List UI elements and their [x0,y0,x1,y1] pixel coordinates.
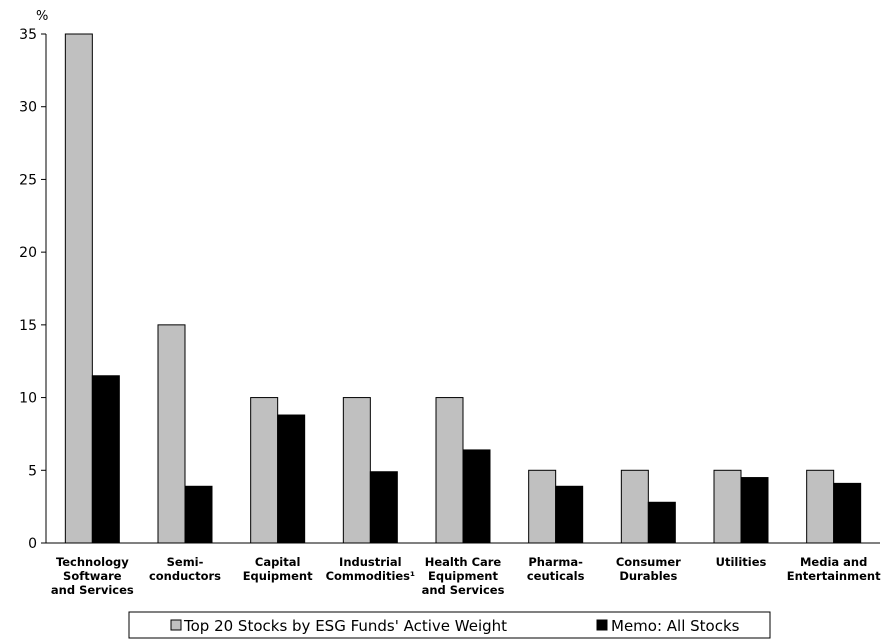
bars [64,33,862,544]
x-category-label: Technology Software and Services [51,555,134,597]
x-category-label: Media and Entertainment [787,555,881,583]
bar-all-stocks [555,485,584,544]
bar-top20 [342,397,371,544]
legend-box [128,611,771,639]
bar-top20 [157,324,186,544]
x-labels: Technology Software and Services Semi-condu… [51,555,881,597]
y-tick-label: 15 [19,318,37,334]
x-category-label: Utilities [716,555,767,569]
bar-all-stocks [184,485,213,544]
bar-all-stocks [740,477,769,544]
bar-top20 [64,33,93,544]
bar-top20 [806,469,835,544]
bar-all-stocks [277,414,306,544]
legend-swatch [596,619,608,631]
y-tick-label: 35 [19,27,37,43]
legend-label: Top 20 Stocks by ESG Funds' Active Weigh… [183,617,507,635]
legend: Top 20 Stocks by ESG Funds' Active Weigh… [128,611,771,639]
y-tick-label: 20 [19,245,37,261]
y-tick-label: 25 [19,172,37,188]
bar-top20 [620,469,649,544]
bar-all-stocks [833,482,862,544]
legend-swatch [170,619,182,631]
y-tick-label: 0 [28,536,37,552]
x-category-label: Consumer Durables [616,555,681,583]
x-category-label: Industrial Commodities¹ [326,555,416,583]
x-category-label: Semi-conductors [149,555,221,583]
y-unit-label: % [36,9,48,24]
y-tick-label: 30 [19,100,37,116]
bar-all-stocks [91,375,120,544]
bar-top20 [528,469,557,544]
bar-all-stocks [462,449,491,544]
x-category-label: Health Care Equipment and Services [422,555,505,597]
y-tick-label: 10 [19,391,37,407]
x-category-label: Capital Equipment [243,555,313,583]
y-ticks: 0 5 10 15 20 25 30 35 [19,27,46,552]
bar-top20 [250,397,279,544]
bar-all-stocks [647,501,676,544]
bar-all-stocks [369,471,398,544]
x-category-label: Pharma-ceuticals [527,555,585,583]
bar-top20 [435,397,464,544]
bar-top20 [713,469,742,544]
y-tick-label: 5 [28,463,37,479]
legend-label: Memo: All Stocks [611,617,740,635]
